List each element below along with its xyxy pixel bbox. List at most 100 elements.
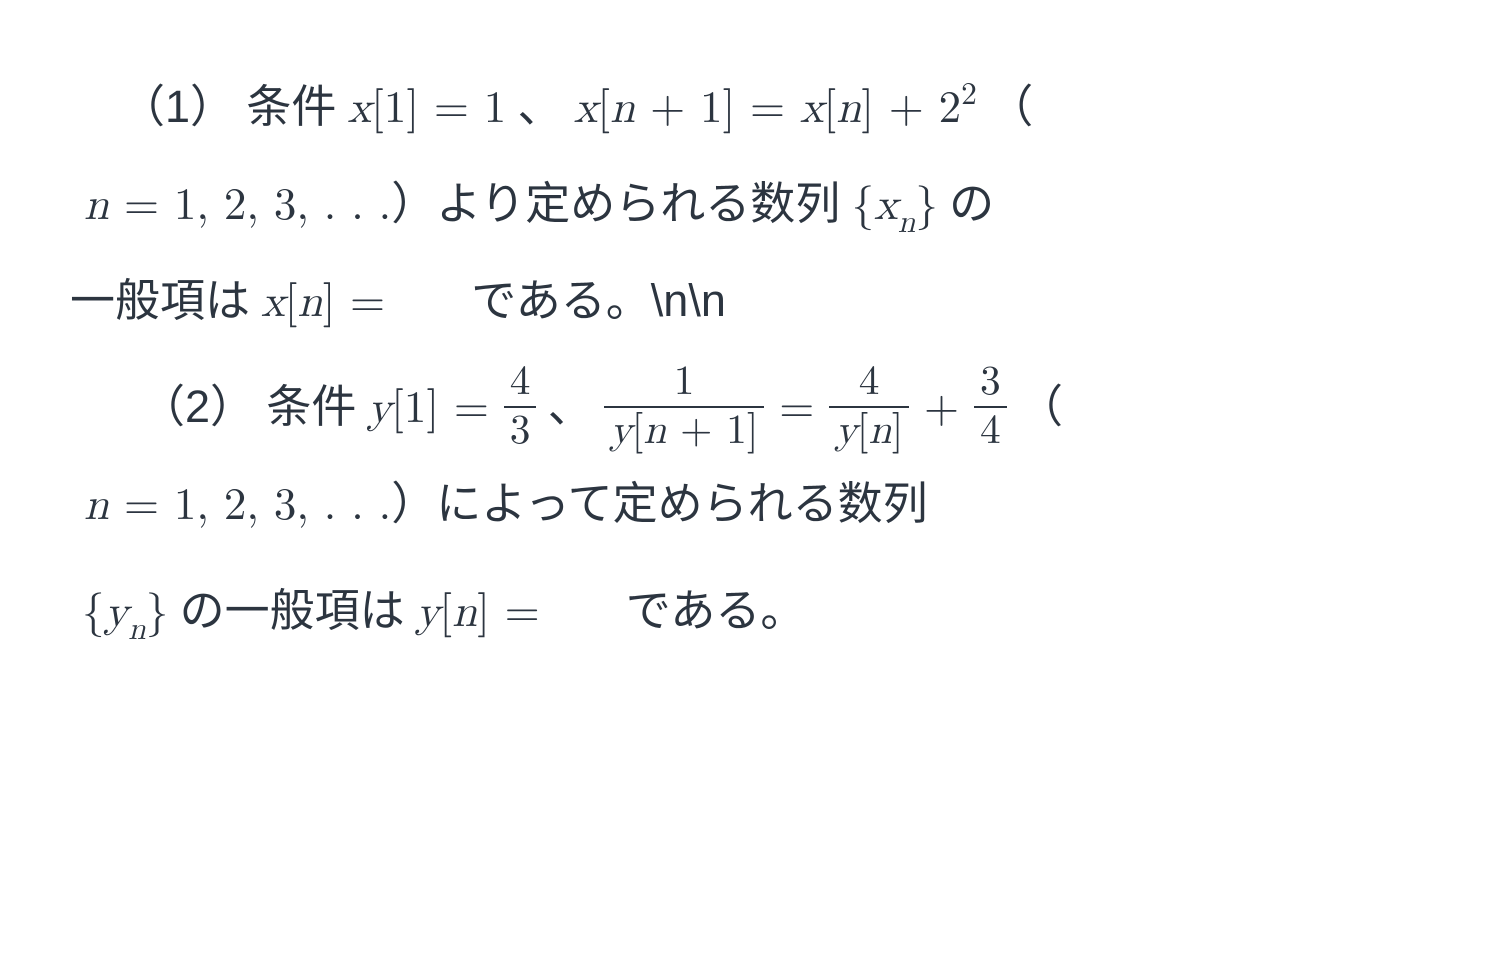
numerator: 4 <box>504 362 537 408</box>
equals: = <box>764 386 829 431</box>
equals: = <box>109 483 174 528</box>
paren-close: ） <box>190 82 235 132</box>
exponent-2: 2 <box>961 80 977 111</box>
bracket-open: [ <box>285 280 298 325</box>
text-dearu: である。 <box>471 276 651 326</box>
equals: = <box>490 590 555 635</box>
wide-paren-close: ） <box>391 479 436 529</box>
text-dearu: である。 <box>626 586 806 636</box>
bracket-open: [ <box>391 386 404 431</box>
var-n: n <box>869 411 892 452</box>
numerator: 3 <box>974 362 1007 408</box>
problem-number: 2 <box>185 381 210 432</box>
problem-2-line-2: n = 1, 2, 3, . . .）によって定められる数列 <box>70 457 1430 554</box>
var-n: n <box>452 590 477 635</box>
problem-1-line-1: （1） 条件 x[1] = 1 、 x[n + 1] = x[n] + 22 （ <box>70 60 1430 157</box>
bracket-open: [ <box>857 411 869 452</box>
denominator: 4 <box>974 408 1007 452</box>
paren-close: ） <box>210 382 255 432</box>
index-1: 1 <box>404 386 427 431</box>
bracket-close: ] <box>406 86 419 131</box>
equals: = <box>439 386 504 431</box>
wide-paren-close: ） <box>391 179 436 229</box>
var-y: y <box>835 411 857 452</box>
problem-1-line-2: n = 1, 2, 3, . . .）より定められる数列 {xn} の <box>70 157 1430 254</box>
bracket-open: [ <box>598 86 611 131</box>
paren-open: （ <box>140 382 185 432</box>
problem-number: 1 <box>165 81 190 132</box>
var-x: x <box>874 183 898 228</box>
domain-values: 1, 2, 3, . . . <box>174 483 391 528</box>
text-no-ippankou: の一般項は <box>180 586 416 636</box>
index-1: 1 <box>384 86 407 131</box>
subscript-n: n <box>128 615 146 646</box>
bracket-close: ] <box>892 411 904 452</box>
text-niyotte: によって定められる数列 <box>436 479 927 529</box>
bracket-open: [ <box>371 86 384 131</box>
var-x: x <box>261 280 285 325</box>
fraction-rhs1: 4 y[n] <box>829 362 909 453</box>
wide-paren-open: （ <box>988 82 1033 132</box>
bracket-open: [ <box>440 590 453 635</box>
denominator: y[n + 1] <box>604 408 764 452</box>
brace-close: } <box>915 183 938 228</box>
var-n: n <box>643 411 666 452</box>
text-ippankou: 一般項は <box>70 276 261 326</box>
var-n: n <box>298 280 323 325</box>
domain-values: 1, 2, 3, . . . <box>174 183 391 228</box>
bracket-close: ] <box>861 86 874 131</box>
equals: = <box>419 86 484 131</box>
math-document: （1） 条件 x[1] = 1 、 x[n + 1] = x[n] + 22 （… <box>70 60 1430 661</box>
equals: = <box>109 183 174 228</box>
var-y: y <box>105 590 129 635</box>
value-1: 1 <box>484 86 507 131</box>
one: 1 <box>726 411 747 452</box>
literal-newlines: \n\n <box>651 275 726 326</box>
wide-paren-open: （ <box>1018 382 1063 432</box>
var-y: y <box>368 386 392 431</box>
fraction-lhs: 1 y[n + 1] <box>604 362 764 453</box>
var-x: x <box>348 86 372 131</box>
bracket-open: [ <box>632 411 644 452</box>
bracket-close: ] <box>323 280 336 325</box>
subscript-n: n <box>898 208 916 239</box>
denominator: y[n] <box>829 408 909 452</box>
numerator: 4 <box>829 362 909 408</box>
var-y: y <box>610 411 632 452</box>
separator: 、 <box>536 382 604 432</box>
equals: = <box>735 86 800 131</box>
plus: + <box>635 86 700 131</box>
var-x: x <box>574 86 598 131</box>
base-2: 2 <box>939 86 962 131</box>
plus: + <box>874 86 939 131</box>
var-n: n <box>610 86 635 131</box>
paren-open: （ <box>120 82 165 132</box>
text-yori: より定められる数列 <box>436 179 851 229</box>
var-y: y <box>416 590 440 635</box>
problem-2-line-3: {yn} の一般項は y[n] = である。 <box>70 564 1430 661</box>
bracket-close: ] <box>723 86 736 131</box>
bracket-close: ] <box>747 411 759 452</box>
text-no: の <box>949 179 994 229</box>
problem-2-line-1: （2） 条件 y[1] = 4 3 、 1 y[n + 1] = 4 y[n] … <box>70 360 1430 457</box>
denominator: 3 <box>504 408 537 452</box>
separator: 、 <box>506 82 574 132</box>
one: 1 <box>700 86 723 131</box>
numerator: 1 <box>604 362 764 408</box>
var-n: n <box>84 183 109 228</box>
var-n: n <box>84 483 109 528</box>
brace-open: { <box>82 590 105 635</box>
var-n: n <box>836 86 861 131</box>
bracket-open: [ <box>824 86 837 131</box>
text-condition: 条件 <box>246 82 347 132</box>
bracket-close: ] <box>426 386 439 431</box>
text-condition: 条件 <box>266 382 367 432</box>
problem-1-line-3: 一般項は x[n] = である。\n\n <box>70 254 1430 351</box>
bracket-close: ] <box>477 590 490 635</box>
plus: + <box>666 411 726 452</box>
brace-close: } <box>146 590 169 635</box>
fraction-4-3: 4 3 <box>504 362 537 453</box>
plus: + <box>909 386 974 431</box>
equals: = <box>335 280 400 325</box>
brace-open: { <box>852 183 875 228</box>
